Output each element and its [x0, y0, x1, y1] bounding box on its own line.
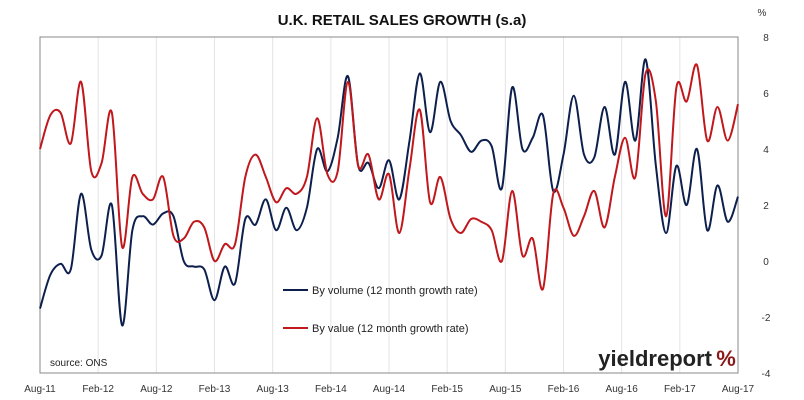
x-tick-label: Feb-15 — [431, 384, 463, 395]
brand-percent-symbol: % — [716, 346, 736, 371]
legend-label-value: By value (12 month growth rate) — [312, 323, 469, 335]
x-tick-label: Aug-17 — [722, 384, 755, 395]
x-tick-label: Feb-13 — [199, 384, 231, 395]
legend-label-volume: By volume (12 month growth rate) — [312, 285, 478, 297]
series-lines — [39, 58, 739, 327]
x-tick-labels: Aug-11 Feb-12 Aug-12 Feb-13 Aug-13 Feb-14 Aug-… — [24, 384, 754, 395]
y-tick-label: 6 — [763, 89, 769, 100]
x-tick-label: Feb-12 — [82, 384, 114, 395]
x-tick-label: Aug-13 — [257, 384, 290, 395]
plot-frame — [39, 36, 739, 374]
x-tick-label: Feb-16 — [548, 384, 580, 395]
x-tick-label: Aug-11 — [24, 384, 56, 395]
x-tick-label: Aug-12 — [140, 384, 173, 395]
y-tick-label: -4 — [762, 369, 771, 380]
series-line-volume — [39, 58, 739, 327]
series-line-value — [39, 63, 739, 291]
chart-title: U.K. RETAIL SALES GROWTH (s.a) — [278, 12, 527, 29]
x-tick-label: Feb-14 — [315, 384, 347, 395]
brand-text: yieldreport — [598, 346, 712, 371]
y-tick-label: 0 — [763, 257, 769, 268]
source-note: source: ONS — [50, 358, 108, 369]
y-tick-labels: -4 -2 0 2 4 6 8 — [762, 33, 771, 380]
x-tick-label: Aug-15 — [489, 384, 522, 395]
legend: By volume (12 month growth rate) By valu… — [283, 285, 478, 335]
x-tick-label: Feb-17 — [664, 384, 696, 395]
y-tick-label: -2 — [762, 313, 771, 324]
vertical-gridlines — [97, 37, 681, 373]
brand-logo: yieldreport % — [598, 346, 735, 371]
y-tick-label: 2 — [763, 201, 769, 212]
x-tick-label: Aug-16 — [606, 384, 639, 395]
y-axis-unit: % — [758, 8, 767, 19]
y-tick-label: 4 — [763, 145, 769, 156]
y-tick-label: 8 — [763, 33, 769, 44]
x-tick-label: Aug-14 — [373, 384, 406, 395]
